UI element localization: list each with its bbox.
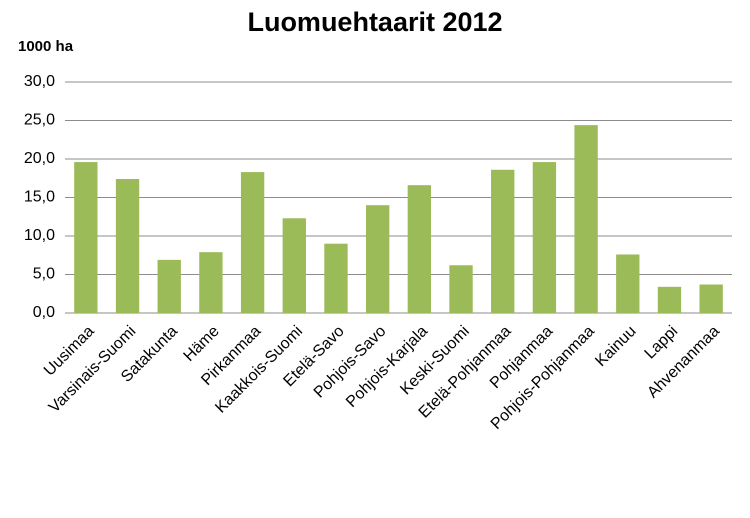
bar — [616, 254, 640, 313]
bar — [657, 286, 682, 313]
x-tick-label: Ahvenanmaa — [644, 323, 723, 402]
bar — [699, 284, 723, 313]
y-tick-label: 5,0 — [33, 266, 55, 283]
bar — [491, 169, 515, 313]
bar — [365, 205, 390, 313]
x-tick-label: Pohjois-Savo — [311, 323, 390, 402]
bar — [240, 172, 265, 313]
bar — [282, 218, 306, 313]
y-tick-label: 25,0 — [24, 112, 55, 129]
bar — [532, 162, 557, 313]
x-tick-label: Kainuu — [592, 323, 639, 370]
bar — [324, 243, 348, 313]
bar — [574, 125, 598, 314]
bar — [74, 162, 98, 313]
y-tick-label: 15,0 — [24, 189, 55, 206]
y-axis-label: 1000 ha — [18, 38, 74, 55]
bar — [157, 259, 181, 313]
bar — [115, 179, 140, 313]
bar — [407, 185, 432, 313]
y-tick-label: 0,0 — [33, 304, 55, 321]
chart-title: Luomuehtaarit 2012 — [247, 7, 502, 37]
x-tick-label: Lappi — [642, 323, 682, 363]
bar — [199, 252, 223, 313]
bar — [449, 265, 473, 313]
y-tick-label: 10,0 — [24, 227, 55, 244]
y-tick-label: 30,0 — [24, 73, 55, 90]
y-tick-label: 20,0 — [24, 150, 55, 167]
